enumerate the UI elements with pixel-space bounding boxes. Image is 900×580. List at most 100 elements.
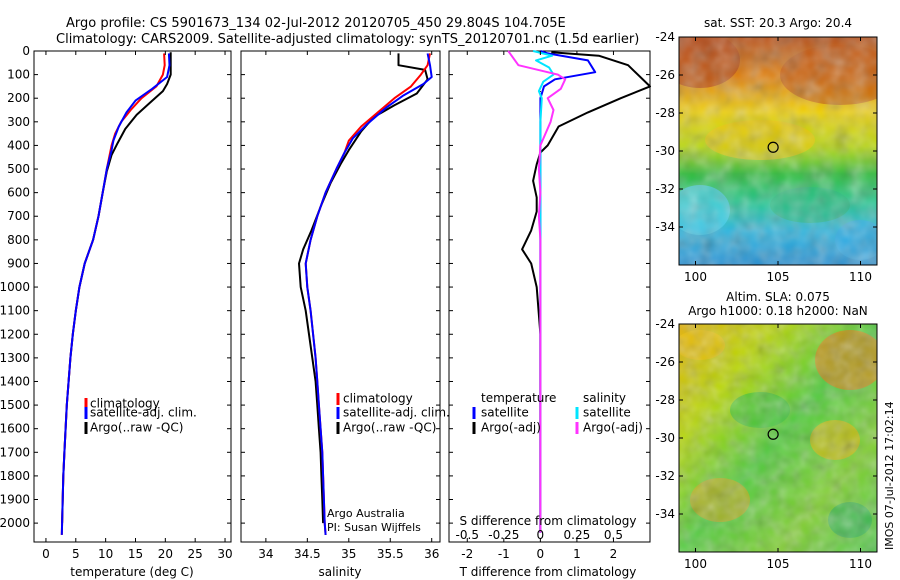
map-y-tick-label: -26 <box>655 355 675 369</box>
y-tick-label: 1700 <box>0 445 30 459</box>
map-x-tick-label: 105 <box>767 270 790 284</box>
sla-map: Altim. SLA: 0.075 Argo h1000: 0.18 h2000… <box>655 290 878 571</box>
legend-label-t-argo: Argo(-adj) <box>481 421 541 435</box>
salinity-axes-frame <box>240 50 441 543</box>
legend-label-t-satellite: satellite <box>481 406 529 420</box>
difference-x2label: S difference from climatology <box>460 514 637 528</box>
y-tick-label: 1500 <box>0 398 30 412</box>
y-tick-label: 2000 <box>0 516 30 530</box>
series-line-climatology <box>60 53 166 535</box>
y-tick-label: 1300 <box>0 351 30 365</box>
y-tick-label: 1600 <box>0 422 30 436</box>
y-tick-label: 1000 <box>0 280 30 294</box>
x-tick-label: 10 <box>98 547 113 561</box>
y-tick-label: 1900 <box>0 493 30 507</box>
legend-label-satellite: satellite-adj. clim. <box>90 406 197 420</box>
annotation-argo-australia: Argo Australia <box>327 507 405 520</box>
map-x-tick-label: 110 <box>849 270 872 284</box>
annotation-pi: PI: Susan Wijffels <box>327 521 421 534</box>
series-line-temperature-argo-adj <box>521 51 651 533</box>
map-x-tick-label: 100 <box>684 557 707 571</box>
y-tick-label: 600 <box>7 186 30 200</box>
x2-tick-label: -0.5 <box>456 528 479 542</box>
x-tick-label: 5 <box>72 547 80 561</box>
map-y-tick-label: -24 <box>655 317 675 331</box>
salinity-panel: 34 34.5 35 35.5 36 salinity climatology sate… <box>240 50 450 579</box>
y-tick-label: 1800 <box>0 469 30 483</box>
difference-axes-frame <box>448 50 651 543</box>
x-tick-label: 30 <box>217 547 232 561</box>
y-tick-label: 400 <box>7 138 30 152</box>
legend-group-salinity: salinity <box>583 391 626 405</box>
legend-label-argo: Argo(..raw -QC) <box>90 421 183 435</box>
map-y-tick-label: -26 <box>655 68 675 82</box>
sst-heatmap-field <box>679 37 877 265</box>
sst-map-title: sat. SST: 20.3 Argo: 20.4 <box>704 16 852 30</box>
imos-timestamp: IMOS 07-Jul-2012 17:02:14 <box>883 401 896 550</box>
x-tick-label: 2 <box>610 547 618 561</box>
x-tick-label: 25 <box>188 547 203 561</box>
y-tick-label: 500 <box>7 162 30 176</box>
series-line-satellite-adj-clim <box>60 53 171 535</box>
series-line-argo-raw-qc <box>298 53 429 524</box>
x-tick-label: -1 <box>498 547 510 561</box>
series-line-climatology <box>304 53 431 535</box>
salinity-xlabel: salinity <box>318 565 361 579</box>
difference-legend: temperature salinity satellite Argo(-adj… <box>472 391 643 435</box>
sla-map-subtitle: Argo h1000: 0.18 h2000: NaN <box>688 304 868 318</box>
y-tick-label: 0 <box>22 44 30 58</box>
series-line-salinity-argo-adj <box>507 50 567 533</box>
y-tick-label: 200 <box>7 91 30 105</box>
series-line-temperature-satellite <box>539 50 597 533</box>
x-tick-label: 35.5 <box>377 547 404 561</box>
temperature-xlabel: temperature (deg C) <box>70 565 193 579</box>
y-tick-label: 300 <box>7 115 30 129</box>
legend-label-satellite: satellite-adj. clim. <box>343 406 450 420</box>
legend-group-temperature: temperature <box>481 391 556 405</box>
argo-float-marker <box>767 428 779 440</box>
header-title: Argo profile: CS 5901673_134 02-Jul-2012… <box>66 16 566 31</box>
map-y-tick-label: -28 <box>655 393 675 407</box>
x2-tick-label: 0.5 <box>604 528 623 542</box>
legend-label-climatology: climatology <box>343 392 413 406</box>
y-tick-label: 800 <box>7 233 30 247</box>
legend-label-s-satellite: satellite <box>583 406 631 420</box>
map-y-tick-label: -32 <box>655 469 675 483</box>
map-x-tick-label: 105 <box>767 557 790 571</box>
y-tick-label: 1100 <box>0 304 30 318</box>
map-y-tick-label: -28 <box>655 106 675 120</box>
sla-heatmap-field <box>679 324 877 552</box>
map-y-tick-label: -34 <box>655 507 675 521</box>
x-tick-label: 35 <box>341 547 356 561</box>
map-x-tick-label: 110 <box>849 557 872 571</box>
x2-tick-label: 0 <box>537 528 545 542</box>
x-tick-label: 34.5 <box>294 547 321 561</box>
x2-tick-label: -0.25 <box>488 528 519 542</box>
argo-float-marker <box>767 141 779 153</box>
temperature-axes-frame <box>33 50 232 543</box>
difference-panel: -2 -1 0 1 2 -0.5 -0.25 0 0.25 0.5 T difference fr… <box>448 50 651 579</box>
difference-xlabel: T difference from climatology <box>459 565 637 579</box>
x-tick-label: -2 <box>461 547 473 561</box>
x-tick-label: 1 <box>573 547 581 561</box>
y-tick-label: 900 <box>7 256 30 270</box>
y-tick-label: 1200 <box>0 327 30 341</box>
temperature-panel: 0100200300400500600700800900100011001200… <box>0 44 233 579</box>
x-tick-label: 0 <box>537 547 545 561</box>
temperature-legend: climatology satellite-adj. clim. Argo(..… <box>84 397 197 435</box>
map-y-tick-label: -30 <box>655 431 675 445</box>
x-tick-label: 0 <box>42 547 50 561</box>
map-y-tick-label: -32 <box>655 182 675 196</box>
legend-label-argo: Argo(..raw -QC) <box>343 421 436 435</box>
sst-map: sat. SST: 20.3 Argo: 20.4 100 105 110 -24 -2… <box>655 16 878 284</box>
x-tick-label: 20 <box>158 547 173 561</box>
sla-map-title: Altim. SLA: 0.075 <box>726 290 830 304</box>
map-x-tick-label: 100 <box>684 270 707 284</box>
series-line-satellite-adj-clim <box>304 53 433 535</box>
x-tick-label: 36 <box>424 547 439 561</box>
y-tick-label: 100 <box>7 68 30 82</box>
x2-tick-label: 0.25 <box>564 528 591 542</box>
y-tick-label: 1400 <box>0 374 30 388</box>
map-y-tick-label: -24 <box>655 30 675 44</box>
